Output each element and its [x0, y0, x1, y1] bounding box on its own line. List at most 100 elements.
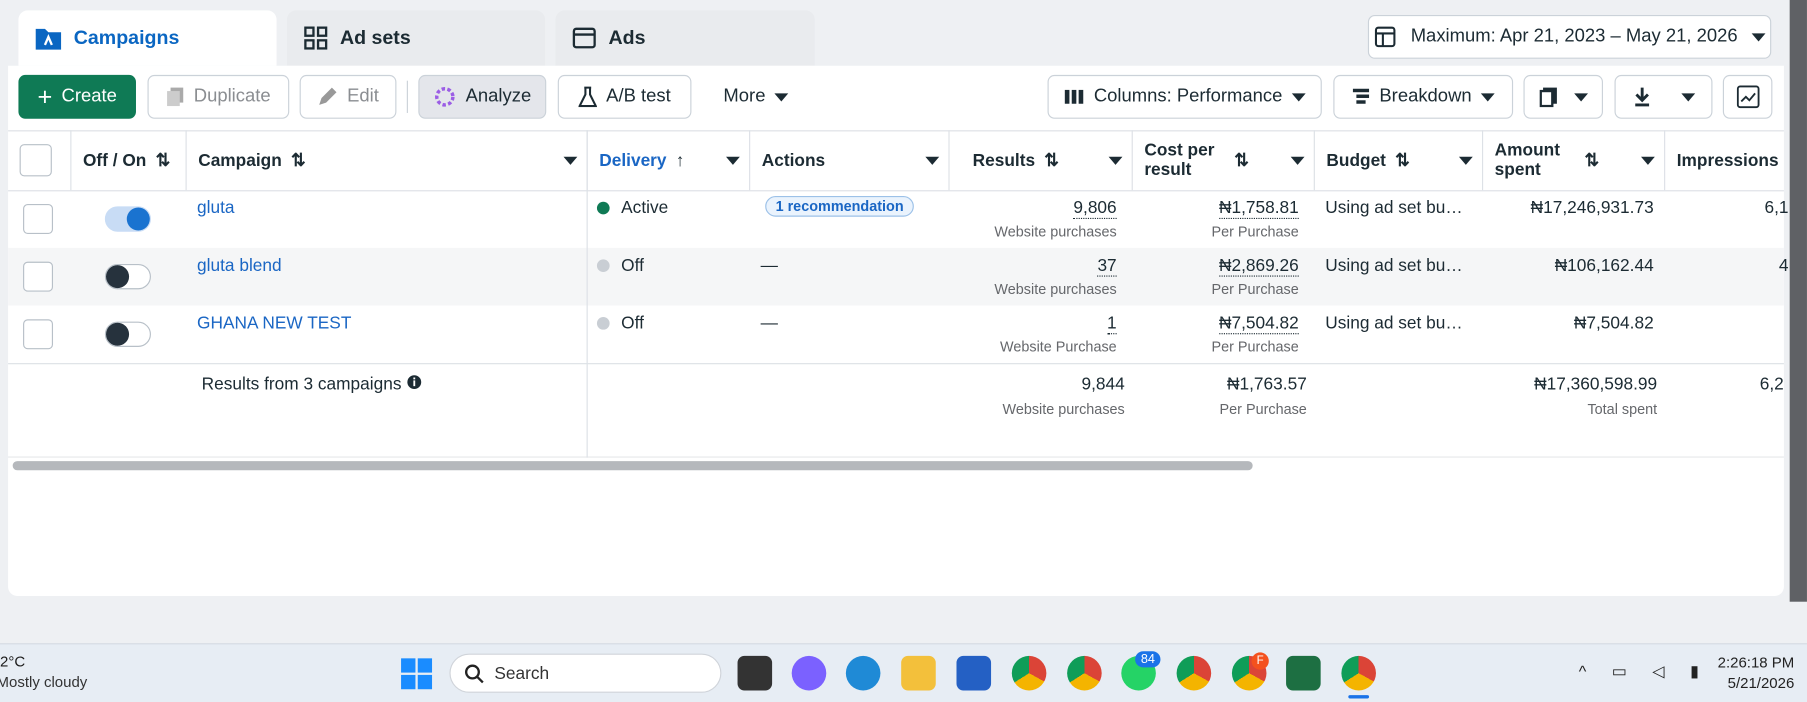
summary-impressions: 6,2 [1759, 374, 1784, 395]
clock-time: 2:26:18 PM [1717, 653, 1795, 671]
export-button[interactable] [1614, 74, 1713, 119]
header-label: Delivery [599, 150, 667, 171]
date-picker[interactable]: Maximum: Apr 21, 2023 – May 21, 2026 [1367, 14, 1772, 59]
edit-button[interactable]: Edit [299, 74, 397, 119]
app-icon[interactable] [1286, 655, 1321, 691]
header-label: Amount spent [1494, 140, 1560, 180]
app-icon[interactable] [956, 655, 992, 691]
page-scrollbar[interactable] [1789, 0, 1807, 602]
checkbox[interactable] [23, 204, 54, 234]
toggle-knob [106, 322, 130, 346]
cost-per-result: ₦7,504.82 [1218, 313, 1299, 335]
pencil-icon [319, 87, 337, 105]
cost-label: Per Purchase [1211, 281, 1299, 298]
toggle[interactable] [104, 263, 151, 290]
app-icon[interactable] [1067, 655, 1102, 691]
impressions: 6,1 [1764, 198, 1789, 218]
caret [1291, 92, 1306, 101]
more-button[interactable]: More [705, 74, 807, 119]
caret [1108, 156, 1123, 165]
actions: — [760, 313, 778, 334]
grid-icon [304, 26, 328, 50]
app-icon[interactable] [737, 655, 773, 691]
results-label: Website purchases [994, 281, 1117, 298]
label: Edit [347, 86, 379, 107]
analyze-button[interactable]: Analyze [418, 74, 547, 119]
checkbox[interactable] [23, 319, 54, 350]
duplicate-button[interactable]: Duplicate [147, 74, 290, 119]
columns-button[interactable]: Columns: Performance [1047, 74, 1322, 119]
columns-icon [1065, 89, 1084, 104]
column-header[interactable]: Off / On ⇅ [71, 130, 187, 191]
badge: 84 [1135, 651, 1161, 668]
app-icon[interactable] [1176, 655, 1212, 691]
rule [8, 456, 1784, 458]
cost-label: Per Purchase [1211, 338, 1299, 356]
label: A/B test [606, 86, 671, 107]
caret [726, 156, 740, 165]
ab-test-button[interactable]: A/B test [557, 74, 692, 119]
reports-button[interactable] [1523, 74, 1603, 119]
campaign-name[interactable]: gluta [197, 198, 235, 218]
column-header[interactable]: Impressions [1665, 130, 1792, 190]
weather-text: Mostly cloudy [0, 673, 88, 691]
campaign-name[interactable]: GHANA NEW TEST [197, 313, 352, 334]
caret [925, 156, 940, 165]
app-icon[interactable] [1011, 655, 1047, 691]
label: Analyze [465, 86, 532, 107]
chart-button[interactable] [1722, 74, 1773, 119]
results-label: Website Purchase [1000, 338, 1117, 356]
breakdown-icon [1352, 88, 1370, 104]
cost-per-result: ₦2,869.26 [1218, 255, 1299, 277]
toggle[interactable] [104, 206, 151, 232]
column-header[interactable]: Results ⇅ [950, 130, 1133, 191]
search-box[interactable]: Search [449, 653, 722, 693]
chart-icon [1736, 85, 1759, 109]
checkbox[interactable] [23, 261, 54, 292]
create-button[interactable]: + Create [18, 74, 136, 119]
app-icon[interactable] [791, 655, 827, 691]
search-icon [464, 663, 484, 683]
delivery-status: Active [621, 198, 669, 218]
column-header[interactable]: Amount spent ⇅ [1483, 130, 1666, 191]
tab-campaigns[interactable]: Campaigns [18, 10, 277, 66]
app-icon[interactable] [845, 655, 881, 691]
tab-ads[interactable]: Ads [555, 10, 815, 66]
checkbox[interactable] [19, 144, 52, 177]
sort-icon: ⇅ [1044, 151, 1059, 171]
header-label: Actions [761, 150, 826, 171]
rule [8, 130, 1784, 132]
column-header[interactable]: Actions [750, 130, 950, 191]
toggle[interactable] [104, 321, 151, 347]
breakdown-button[interactable]: Breakdown [1333, 74, 1514, 119]
campaign-name[interactable]: gluta blend [197, 255, 282, 276]
app-icon[interactable] [1341, 655, 1376, 691]
label: Create [61, 86, 117, 107]
results-label: Website purchases [994, 223, 1117, 240]
download-icon [1634, 87, 1649, 107]
caret [1751, 32, 1766, 41]
sort-icon: ⇅ [290, 151, 306, 171]
cost-label: Per Purchase [1211, 223, 1299, 240]
rule [8, 363, 1784, 365]
caret [1480, 92, 1495, 101]
tab-label: Ad sets [339, 26, 411, 49]
sort-icon: ⇅ [1234, 151, 1249, 171]
tab-adsets[interactable]: Ad sets [286, 10, 546, 66]
recommendation-chip[interactable]: 1 recommendation [765, 195, 915, 217]
start-button[interactable] [401, 658, 433, 690]
app-icon[interactable] [901, 655, 936, 691]
panel [8, 65, 1784, 596]
label: Duplicate [193, 86, 271, 107]
caret [774, 92, 789, 101]
column-header[interactable]: Delivery ↑ [588, 130, 751, 191]
folder-icon [35, 28, 62, 50]
sparkle-icon [435, 87, 455, 107]
summary-results: 9,844 [1081, 374, 1125, 395]
column-header[interactable]: Budget ⇅ [1315, 130, 1484, 191]
scrollbar[interactable] [12, 461, 1253, 471]
column-header[interactable]: Campaign ⇅ [187, 130, 588, 191]
summary-cost: ₦1,763.57 [1227, 374, 1307, 395]
column-header[interactable]: Cost per result ⇅ [1133, 130, 1315, 191]
budget: Using ad set bu… [1325, 198, 1463, 218]
